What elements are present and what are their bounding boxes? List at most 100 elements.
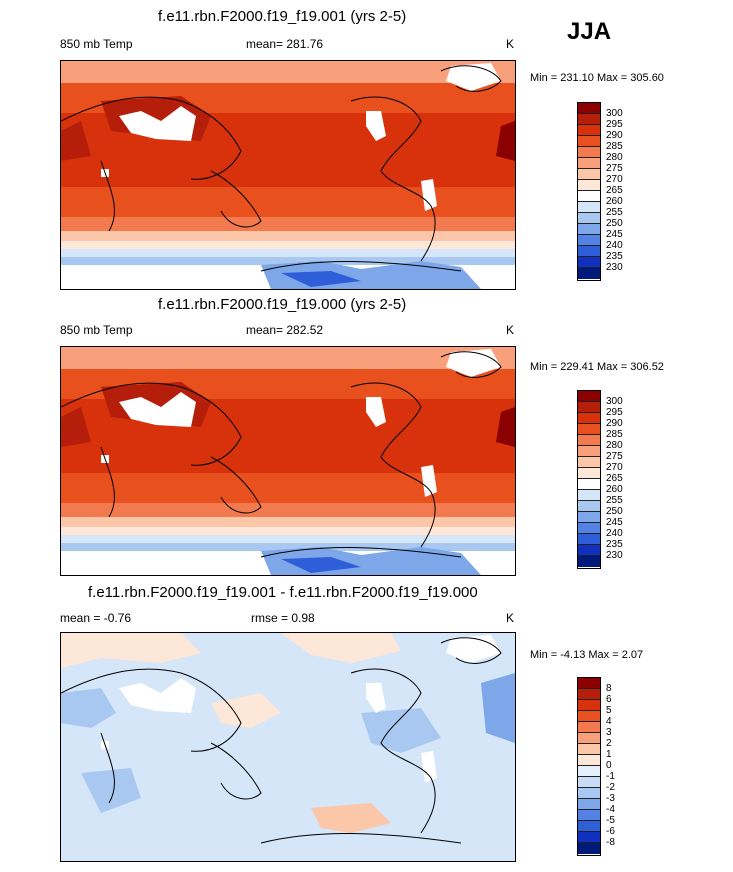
panel3-minmax: Min = -4.13 Max = 2.07 [530, 649, 644, 661]
panel3-colorbar-tick: -1 [606, 771, 615, 782]
panel3-map [60, 632, 516, 862]
panel1-colorbar-tick: 260 [606, 196, 623, 207]
panel1-colorbar-swatch [578, 235, 600, 246]
panel2-colorbar-swatch [578, 479, 600, 490]
panel1-colorbar-swatch [578, 103, 600, 114]
season-label: JJA [567, 18, 612, 45]
panel3-mean: mean = -0.76 [60, 611, 132, 625]
panel1-colorbar-tick: 290 [606, 130, 623, 141]
panel3-colorbar-swatch [578, 766, 600, 777]
panel3-colorbar-tick: 5 [606, 705, 612, 716]
panel1-colorbar-swatch [578, 136, 600, 147]
panel1-colorbar-tick: 285 [606, 141, 623, 152]
panel2-colorbar-swatch [578, 402, 600, 413]
panel2-units: K [506, 323, 515, 337]
panel1-colorbar-swatch [578, 257, 600, 268]
panel3-colorbar-swatch [578, 843, 600, 854]
panel2-colorbar-tick: 300 [606, 396, 623, 407]
panel3-colorbar-tick: -6 [606, 826, 615, 837]
panel3-colorbar-tick: 1 [606, 749, 612, 760]
panel1-colorbar-swatch [578, 268, 600, 279]
panel2-colorbar-tick: 270 [606, 462, 623, 473]
panel3-colorbar-tick: 3 [606, 727, 612, 738]
panel1-colorbar-tick: 295 [606, 119, 623, 130]
panel1-colorbar-tick: 275 [606, 163, 623, 174]
panel2-colorbar-tick: 265 [606, 473, 623, 484]
panel1-minmax: Min = 231.10 Max = 305.60 [530, 72, 664, 84]
panel2-title: f.e11.rbn.F2000.f19_f19.000 (yrs 2-5) [158, 296, 407, 313]
panel2-map [60, 346, 516, 576]
panel2-colorbar-swatch [578, 512, 600, 523]
panel3-title: f.e11.rbn.F2000.f19_f19.001 - f.e11.rbn.… [88, 584, 478, 601]
panel1-colorbar-swatch [578, 158, 600, 169]
panel2-colorbar-tick: 295 [606, 407, 623, 418]
panel2-minmax: Min = 229.41 Max = 306.52 [530, 361, 664, 373]
panel3-colorbar-tick: -5 [606, 815, 615, 826]
panel3-colorbar-swatch [578, 832, 600, 843]
panel2-colorbar [577, 390, 601, 569]
panel1-map [60, 60, 516, 290]
panel3-colorbar-swatch [578, 744, 600, 755]
panel3-colorbar-tick: -4 [606, 804, 615, 815]
panel1-colorbar-swatch [578, 202, 600, 213]
panel2-colorbar-tick: 230 [606, 550, 623, 561]
panel3-colorbar-swatch [578, 755, 600, 766]
panel2-colorbar-swatch [578, 556, 600, 567]
panel2-colorbar-swatch [578, 457, 600, 468]
panel1-colorbar-tick: 230 [606, 262, 623, 273]
panel1-colorbar-tick: 265 [606, 185, 623, 196]
panel1-colorbar-tick: 250 [606, 218, 623, 229]
panel2-colorbar-swatch [578, 446, 600, 457]
panel2-colorbar-swatch [578, 424, 600, 435]
panel3-colorbar-tick: 4 [606, 716, 612, 727]
panel1-colorbar-tick: 240 [606, 240, 623, 251]
panel1-colorbar-swatch [578, 180, 600, 191]
panel1-colorbar-swatch [578, 114, 600, 125]
panel2-colorbar-swatch [578, 413, 600, 424]
panel3-colorbar-tick: 0 [606, 760, 612, 771]
panel3-colorbar-tick: 8 [606, 683, 612, 694]
panel3-colorbar-swatch [578, 788, 600, 799]
panel1-colorbar-tick: 270 [606, 174, 623, 185]
panel1-colorbar-swatch [578, 213, 600, 224]
panel1-colorbar-tick: 245 [606, 229, 623, 240]
panel3-colorbar-tick: -2 [606, 782, 615, 793]
panel3-colorbar-swatch [578, 733, 600, 744]
panel2-colorbar-tick: 275 [606, 451, 623, 462]
panel2-colorbar-swatch [578, 468, 600, 479]
panel2-mean: mean= 282.52 [246, 323, 324, 337]
panel2-colorbar-swatch [578, 501, 600, 512]
panel1-colorbar-tick: 255 [606, 207, 623, 218]
panel3-colorbar-swatch [578, 777, 600, 788]
panel1-colorbar-swatch [578, 191, 600, 202]
panel2-colorbar-tick: 250 [606, 506, 623, 517]
panel2-colorbar-swatch [578, 534, 600, 545]
panel1-colorbar-swatch [578, 125, 600, 136]
panel2-colorbar-tick: 255 [606, 495, 623, 506]
panel2-colorbar-swatch [578, 435, 600, 446]
panel1-colorbar-tick: 300 [606, 108, 623, 119]
panel2-colorbar-tick: 260 [606, 484, 623, 495]
panel2-colorbar-tick: 290 [606, 418, 623, 429]
panel3-colorbar-swatch [578, 810, 600, 821]
panel1-colorbar-tick: 280 [606, 152, 623, 163]
panel1-units: K [506, 37, 515, 51]
panel3-units: K [506, 611, 515, 625]
panel3-colorbar [577, 677, 601, 856]
panel2-colorbar-tick: 285 [606, 429, 623, 440]
panel3-colorbar-swatch [578, 799, 600, 810]
panel3-colorbar-tick: -8 [606, 837, 615, 848]
panel2-colorbar-swatch [578, 490, 600, 501]
panel3-colorbar-swatch [578, 722, 600, 733]
panel2-variable: 850 mb Temp [60, 323, 133, 337]
panel1-colorbar [577, 102, 601, 281]
panel2-colorbar-tick: 235 [606, 539, 623, 550]
panel3-colorbar-tick: 2 [606, 738, 612, 749]
panel3-colorbar-swatch [578, 711, 600, 722]
panel1-colorbar-tick: 235 [606, 251, 623, 262]
panel2-colorbar-tick: 240 [606, 528, 623, 539]
panel1-colorbar-swatch [578, 224, 600, 235]
panel1-colorbar-swatch [578, 246, 600, 257]
panel1-variable: 850 mb Temp [60, 37, 133, 51]
panel2-colorbar-tick: 245 [606, 517, 623, 528]
